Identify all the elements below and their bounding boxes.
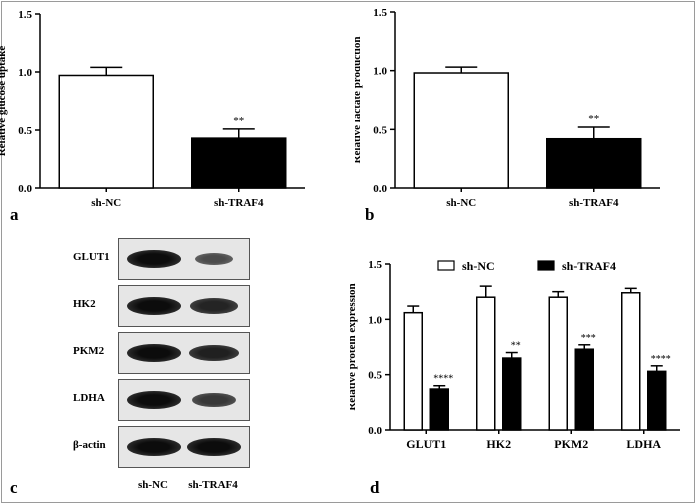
legend-label-sh-nc: sh-NC (462, 259, 495, 273)
bar-sh-traf4 (546, 137, 642, 189)
blot-strip-ldha (118, 379, 250, 421)
significance-label: ** (233, 115, 244, 127)
y-axis-label: Relative protein expression (350, 283, 358, 410)
legend-label-sh-traf4: sh-TRAF4 (562, 259, 616, 273)
y-tick-label: 1.5 (368, 259, 382, 271)
blot-band (190, 298, 238, 314)
bar-glut1-sh-traf4 (429, 388, 449, 431)
y-tick-label: 0.5 (373, 124, 387, 136)
bar-ldha-sh-traf4 (647, 370, 667, 431)
y-tick-label: 0.0 (368, 425, 382, 437)
blot-band (194, 252, 234, 266)
blot-band (192, 393, 236, 407)
y-tick-label: 1.5 (18, 9, 32, 21)
panel-letter-c: c (10, 478, 18, 497)
bar-pkm2-sh-nc (548, 296, 568, 431)
chart-b-lactate-production: 0.0 0.5 1.0 1.5 Relative lactate production s… (355, 7, 660, 209)
x-tick-label: sh-NC (91, 197, 121, 209)
legend-swatch-sh-nc (437, 260, 455, 271)
blot-band (127, 391, 181, 409)
bar-sh-nc (58, 74, 154, 189)
blot-lane-label: sh-NC (138, 479, 168, 491)
blot-band (127, 250, 181, 268)
bar-pkm2-sh-traf4 (574, 348, 594, 431)
bar-hk2-sh-nc (476, 296, 496, 431)
x-tick-label: PKM2 (554, 437, 588, 451)
significance-label: **** (651, 354, 671, 365)
chart-d-protein-expression: 0.0 0.5 1.0 1.5 Relative protein expression *… (350, 259, 680, 451)
legend-swatch-sh-traf4 (537, 260, 555, 271)
panel-letter-d: d (370, 478, 380, 497)
blot-band (127, 297, 181, 315)
significance-label: **** (433, 374, 453, 385)
blot-strip-β-actin (118, 426, 250, 468)
y-tick-label: 1.0 (368, 314, 382, 326)
bar-glut1-sh-nc (403, 311, 423, 431)
blot-strip-hk2 (118, 285, 250, 327)
blot-row-label: LDHA (73, 392, 105, 404)
blot-row-label: β-actin (73, 439, 106, 451)
bar-sh-nc (413, 72, 509, 189)
blot-band (189, 344, 239, 362)
y-axis-label: Relative glucose uptake (0, 46, 8, 157)
y-tick-label: 0.5 (368, 370, 382, 382)
blot-band (127, 344, 181, 362)
bar-ldha-sh-nc (621, 292, 641, 431)
y-tick-label: 1.5 (373, 7, 387, 19)
significance-label: ** (511, 341, 521, 352)
bar-hk2-sh-traf4 (502, 357, 522, 431)
y-tick-label: 0.0 (373, 183, 387, 195)
x-tick-label: sh-NC (446, 197, 476, 209)
blot-band (187, 438, 241, 456)
chart-a-glucose-uptake: 0.0 0.5 1.0 1.5 Relative glucose uptake sh-NC… (0, 9, 305, 209)
blot-row-label: PKM2 (73, 345, 105, 357)
blot-strip-glut1 (118, 238, 250, 280)
x-tick-label: HK2 (486, 437, 511, 451)
x-tick-label: GLUT1 (406, 437, 446, 451)
blot-band (127, 438, 181, 456)
x-tick-label: LDHA (626, 437, 661, 451)
y-tick-label: 0.5 (18, 125, 32, 137)
x-tick-label: sh-TRAF4 (214, 197, 264, 209)
significance-label: ** (588, 113, 599, 125)
panel-letter-b: b (365, 205, 375, 224)
y-tick-label: 0.0 (18, 183, 32, 195)
significance-label: *** (581, 333, 596, 344)
bar-sh-traf4 (191, 137, 287, 189)
panel-letter-a: a (10, 205, 19, 224)
blot-row-label: GLUT1 (73, 251, 110, 263)
y-tick-label: 1.0 (373, 66, 387, 78)
blot-lane-label: sh-TRAF4 (188, 479, 238, 491)
y-axis-label: Relative lactate production (355, 37, 363, 164)
y-tick-label: 1.0 (18, 67, 32, 79)
x-tick-label: sh-TRAF4 (569, 197, 619, 209)
blot-row-label: HK2 (73, 298, 96, 310)
blot-strip-pkm2 (118, 332, 250, 374)
